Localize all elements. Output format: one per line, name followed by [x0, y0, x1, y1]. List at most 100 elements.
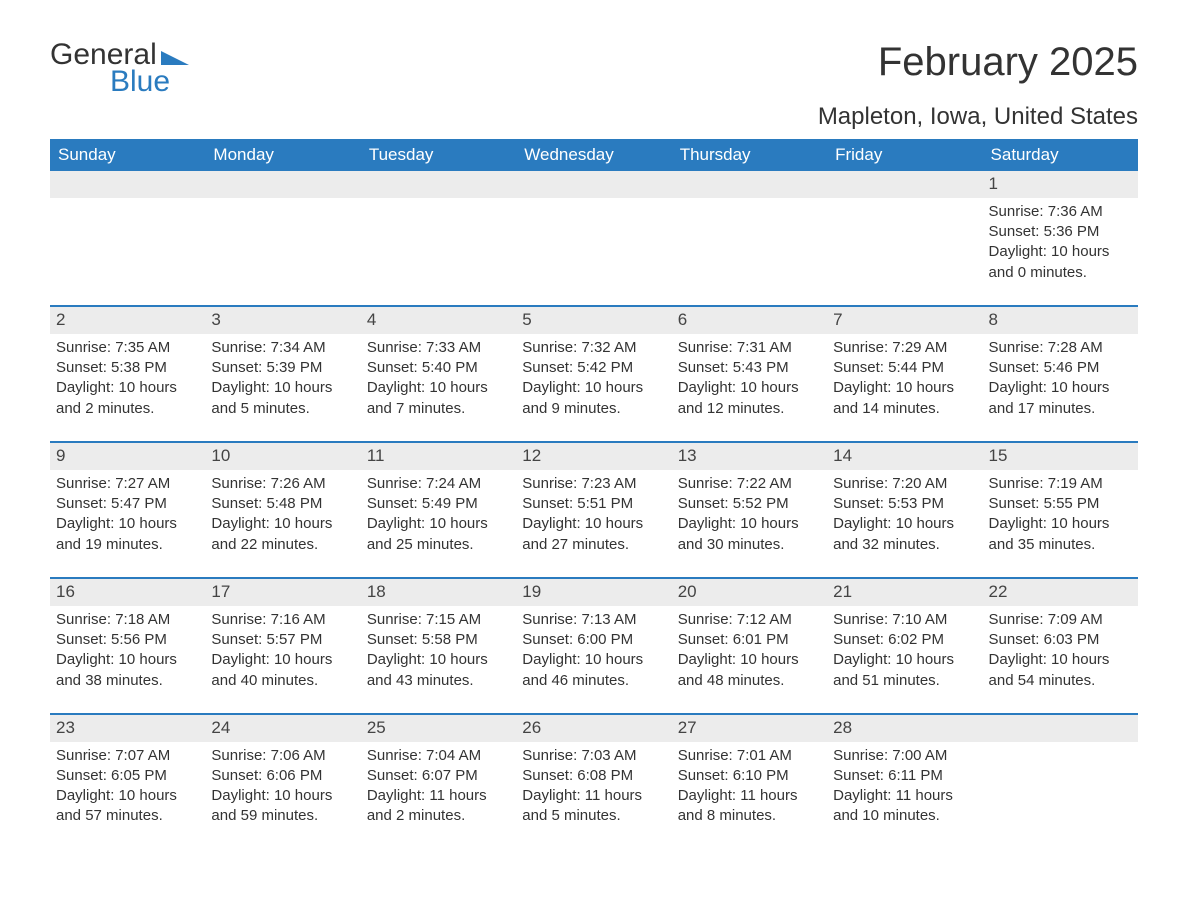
- day-details: Sunrise: 7:07 AMSunset: 6:05 PMDaylight:…: [56, 746, 199, 827]
- calendar-week: 16Sunrise: 7:18 AMSunset: 5:56 PMDayligh…: [50, 578, 1138, 714]
- weekday-header: Tuesday: [361, 139, 516, 171]
- day-number: 19: [516, 579, 671, 606]
- calendar-day: 25Sunrise: 7:04 AMSunset: 6:07 PMDayligh…: [361, 714, 516, 849]
- calendar-day: 8Sunrise: 7:28 AMSunset: 5:46 PMDaylight…: [983, 306, 1138, 442]
- day-sunrise: Sunrise: 7:07 AM: [56, 746, 199, 766]
- day-sunrise: Sunrise: 7:12 AM: [678, 610, 821, 630]
- day-details: Sunrise: 7:06 AMSunset: 6:06 PMDaylight:…: [211, 746, 354, 827]
- weekday-header: Thursday: [672, 139, 827, 171]
- day-sunrise: Sunrise: 7:16 AM: [211, 610, 354, 630]
- calendar-day: 1Sunrise: 7:36 AMSunset: 5:36 PMDaylight…: [983, 171, 1138, 306]
- day-number: 18: [361, 579, 516, 606]
- day-daylight: Daylight: 10 hours and 38 minutes.: [56, 650, 199, 691]
- day-sunrise: Sunrise: 7:19 AM: [989, 474, 1132, 494]
- day-sunrise: Sunrise: 7:33 AM: [367, 338, 510, 358]
- calendar-day: 28Sunrise: 7:00 AMSunset: 6:11 PMDayligh…: [827, 714, 982, 849]
- day-sunrise: Sunrise: 7:34 AM: [211, 338, 354, 358]
- day-details: Sunrise: 7:13 AMSunset: 6:00 PMDaylight:…: [522, 610, 665, 691]
- weekday-header: Monday: [205, 139, 360, 171]
- calendar-table: SundayMondayTuesdayWednesdayThursdayFrid…: [50, 139, 1138, 849]
- day-daylight: Daylight: 10 hours and 14 minutes.: [833, 378, 976, 419]
- day-daylight: Daylight: 11 hours and 10 minutes.: [833, 786, 976, 827]
- day-number: 16: [50, 579, 205, 606]
- calendar-day: 26Sunrise: 7:03 AMSunset: 6:08 PMDayligh…: [516, 714, 671, 849]
- day-number: 11: [361, 443, 516, 470]
- day-daylight: Daylight: 10 hours and 35 minutes.: [989, 514, 1132, 555]
- day-details: Sunrise: 7:01 AMSunset: 6:10 PMDaylight:…: [678, 746, 821, 827]
- day-sunset: Sunset: 6:08 PM: [522, 766, 665, 786]
- weekday-header: Friday: [827, 139, 982, 171]
- day-sunset: Sunset: 5:49 PM: [367, 494, 510, 514]
- day-number: [983, 715, 1138, 742]
- day-sunset: Sunset: 5:53 PM: [833, 494, 976, 514]
- day-sunrise: Sunrise: 7:03 AM: [522, 746, 665, 766]
- day-sunrise: Sunrise: 7:06 AM: [211, 746, 354, 766]
- calendar-day: 7Sunrise: 7:29 AMSunset: 5:44 PMDaylight…: [827, 306, 982, 442]
- day-details: Sunrise: 7:22 AMSunset: 5:52 PMDaylight:…: [678, 474, 821, 555]
- day-number: 24: [205, 715, 360, 742]
- day-sunset: Sunset: 5:48 PM: [211, 494, 354, 514]
- day-sunrise: Sunrise: 7:18 AM: [56, 610, 199, 630]
- day-daylight: Daylight: 10 hours and 30 minutes.: [678, 514, 821, 555]
- day-number: 7: [827, 307, 982, 334]
- day-details: Sunrise: 7:28 AMSunset: 5:46 PMDaylight:…: [989, 338, 1132, 419]
- calendar-day-empty: [205, 171, 360, 306]
- day-sunset: Sunset: 6:06 PM: [211, 766, 354, 786]
- day-daylight: Daylight: 10 hours and 48 minutes.: [678, 650, 821, 691]
- day-details: Sunrise: 7:34 AMSunset: 5:39 PMDaylight:…: [211, 338, 354, 419]
- day-sunset: Sunset: 5:40 PM: [367, 358, 510, 378]
- day-sunset: Sunset: 5:56 PM: [56, 630, 199, 650]
- day-daylight: Daylight: 10 hours and 57 minutes.: [56, 786, 199, 827]
- calendar-day: 16 Sunrise: 7:18 AMSunset: 5:56 PMDayligh…: [50, 578, 205, 714]
- day-number: 17: [205, 579, 360, 606]
- day-number: [50, 171, 205, 198]
- day-number: 14: [827, 443, 982, 470]
- day-sunset: Sunset: 5:57 PM: [211, 630, 354, 650]
- day-details: Sunrise: 7:24 AMSunset: 5:49 PMDaylight:…: [367, 474, 510, 555]
- logo-line2: Blue: [110, 67, 189, 97]
- day-number: 4: [361, 307, 516, 334]
- day-daylight: Daylight: 10 hours and 5 minutes.: [211, 378, 354, 419]
- day-details: Sunrise: 7:36 AMSunset: 5:36 PMDaylight:…: [989, 202, 1132, 283]
- calendar-day: 2Sunrise: 7:35 AMSunset: 5:38 PMDaylight…: [50, 306, 205, 442]
- calendar-day: 21Sunrise: 7:10 AMSunset: 6:02 PMDayligh…: [827, 578, 982, 714]
- calendar-day: 23Sunrise: 7:07 AMSunset: 6:05 PMDayligh…: [50, 714, 205, 849]
- calendar-day: 15Sunrise: 7:19 AMSunset: 5:55 PMDayligh…: [983, 442, 1138, 578]
- day-number: [827, 171, 982, 198]
- day-details: Sunrise: 7:31 AMSunset: 5:43 PMDaylight:…: [678, 338, 821, 419]
- day-sunset: Sunset: 6:01 PM: [678, 630, 821, 650]
- day-number: 25: [361, 715, 516, 742]
- day-details: Sunrise: 7:16 AMSunset: 5:57 PMDaylight:…: [211, 610, 354, 691]
- day-sunrise: Sunrise: 7:15 AM: [367, 610, 510, 630]
- day-daylight: Daylight: 10 hours and 59 minutes.: [211, 786, 354, 827]
- day-daylight: Daylight: 11 hours and 8 minutes.: [678, 786, 821, 827]
- day-sunset: Sunset: 6:00 PM: [522, 630, 665, 650]
- calendar-week: 1Sunrise: 7:36 AMSunset: 5:36 PMDaylight…: [50, 171, 1138, 306]
- day-details: Sunrise: 7:20 AMSunset: 5:53 PMDaylight:…: [833, 474, 976, 555]
- day-sunrise: Sunrise: 7:26 AM: [211, 474, 354, 494]
- calendar-day: 6Sunrise: 7:31 AMSunset: 5:43 PMDaylight…: [672, 306, 827, 442]
- calendar-day: 10Sunrise: 7:26 AMSunset: 5:48 PMDayligh…: [205, 442, 360, 578]
- calendar-day-empty: [361, 171, 516, 306]
- day-sunset: Sunset: 5:52 PM: [678, 494, 821, 514]
- day-sunrise: Sunrise: 7:29 AM: [833, 338, 976, 358]
- day-sunrise: Sunrise: 7:28 AM: [989, 338, 1132, 358]
- day-details: Sunrise: 7:12 AMSunset: 6:01 PMDaylight:…: [678, 610, 821, 691]
- day-number: 20: [672, 579, 827, 606]
- calendar-day: 20 Sunrise: 7:12 AMSunset: 6:01 PMDayligh…: [672, 578, 827, 714]
- calendar-day: 12Sunrise: 7:23 AMSunset: 5:51 PMDayligh…: [516, 442, 671, 578]
- day-sunrise: Sunrise: 7:24 AM: [367, 474, 510, 494]
- day-sunset: Sunset: 6:02 PM: [833, 630, 976, 650]
- day-sunset: Sunset: 5:55 PM: [989, 494, 1132, 514]
- day-number: 3: [205, 307, 360, 334]
- day-details: Sunrise: 7:32 AMSunset: 5:42 PMDaylight:…: [522, 338, 665, 419]
- calendar-week: 9Sunrise: 7:27 AMSunset: 5:47 PMDaylight…: [50, 442, 1138, 578]
- day-sunrise: Sunrise: 7:20 AM: [833, 474, 976, 494]
- day-sunrise: Sunrise: 7:10 AM: [833, 610, 976, 630]
- day-daylight: Daylight: 10 hours and 43 minutes.: [367, 650, 510, 691]
- day-sunrise: Sunrise: 7:23 AM: [522, 474, 665, 494]
- weekday-header: Saturday: [983, 139, 1138, 171]
- day-daylight: Daylight: 10 hours and 2 minutes.: [56, 378, 199, 419]
- day-number: 12: [516, 443, 671, 470]
- calendar-day: 5Sunrise: 7:32 AMSunset: 5:42 PMDaylight…: [516, 306, 671, 442]
